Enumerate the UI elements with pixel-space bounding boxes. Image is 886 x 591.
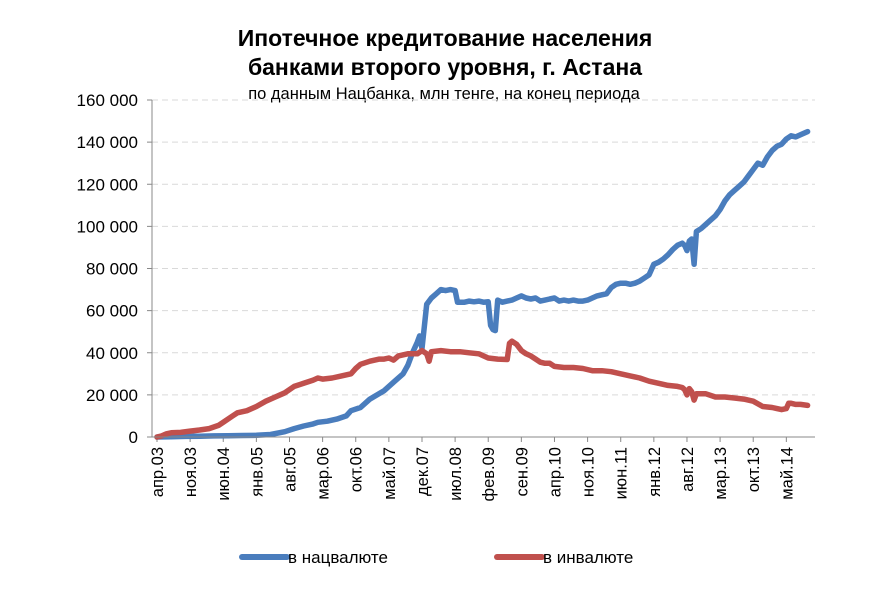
legend: в нацвалюте в инвалюте bbox=[239, 548, 633, 567]
x-tick-label: фев.09 bbox=[480, 447, 498, 501]
x-tick-label: июл.08 bbox=[447, 447, 465, 501]
legend-label-foreign-currency: в инвалюте bbox=[543, 548, 633, 567]
y-axis-ticks: 0 20 000 40 000 60 000 80 000 100 000 120 000 1… bbox=[77, 91, 152, 447]
x-tick-label: окт.06 bbox=[348, 447, 366, 492]
chart-title-line-2: банками второго уровня, г. Астана bbox=[248, 54, 642, 80]
chart-subtitle: по данным Нацбанка, млн тенге, на конец … bbox=[248, 85, 640, 103]
grid-lines bbox=[152, 99, 815, 396]
x-tick-label: мар.13 bbox=[712, 447, 730, 500]
x-tick-label: авг.12 bbox=[679, 447, 697, 492]
y-tick-label: 160 000 bbox=[77, 91, 138, 110]
x-tick-label: май.07 bbox=[381, 447, 399, 500]
x-tick-label: июн.11 bbox=[613, 447, 631, 499]
legend-label-national-currency: в нацвалюте bbox=[288, 548, 388, 567]
series-line-national-currency bbox=[154, 128, 811, 440]
y-tick-label: 60 000 bbox=[86, 302, 138, 321]
x-tick-label: янв.05 bbox=[248, 447, 266, 497]
x-axis-ticks: апр.03 ноя.03 июн.04 янв.05 авг.05 мар.06 окт.… bbox=[149, 437, 796, 501]
x-tick-label: ноя.10 bbox=[580, 447, 598, 497]
y-tick-label: 140 000 bbox=[77, 133, 138, 152]
chart-title-line-1: Ипотечное кредитование населения bbox=[238, 25, 653, 51]
x-tick-label: мар.06 bbox=[315, 447, 333, 500]
x-tick-label: апр.10 bbox=[546, 447, 564, 497]
x-tick-label: ноя.03 bbox=[182, 447, 200, 497]
y-tick-label: 120 000 bbox=[77, 175, 138, 194]
x-tick-label: май.14 bbox=[778, 447, 796, 500]
y-tick-label: 100 000 bbox=[77, 217, 138, 236]
series-line-foreign-currency bbox=[154, 338, 811, 440]
x-tick-label: сен.09 bbox=[513, 447, 531, 496]
x-tick-label: авг.05 bbox=[281, 447, 299, 492]
y-tick-label: 80 000 bbox=[86, 260, 138, 279]
series-lines bbox=[154, 128, 811, 440]
x-tick-label: янв.12 bbox=[646, 447, 664, 497]
x-tick-label: июн.04 bbox=[215, 447, 233, 501]
x-tick-label: апр.03 bbox=[149, 447, 167, 497]
y-tick-label: 0 bbox=[129, 428, 138, 447]
x-tick-label: дек.07 bbox=[414, 447, 432, 496]
y-tick-label: 20 000 bbox=[86, 386, 138, 405]
y-tick-label: 40 000 bbox=[86, 344, 138, 363]
x-tick-label: окт.13 bbox=[745, 447, 763, 492]
